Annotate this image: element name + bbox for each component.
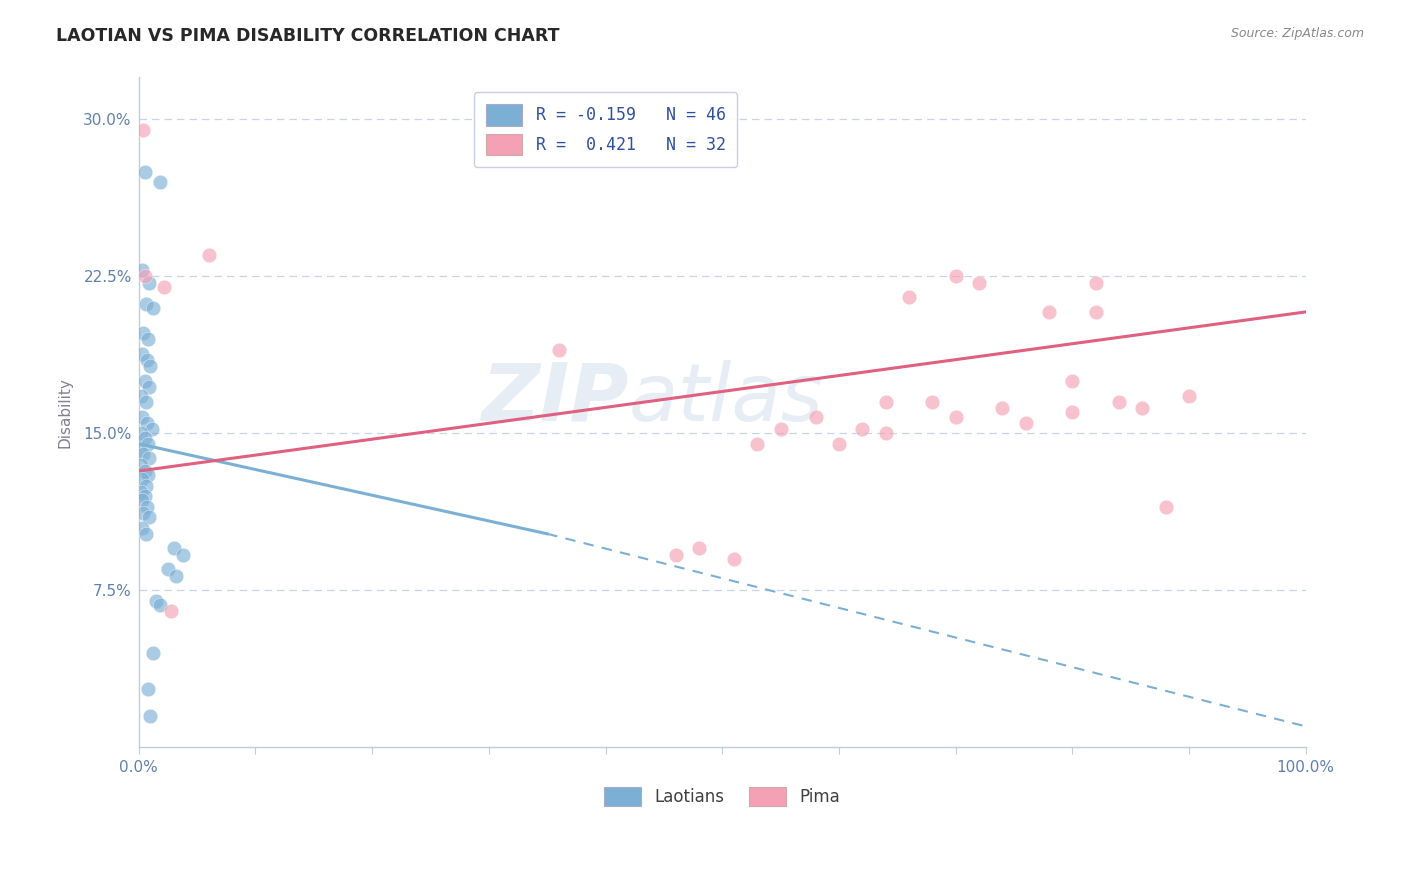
Point [149, 598, 172, 612]
Point [136, 681, 159, 696]
Point [138, 451, 160, 466]
Point [138, 276, 160, 290]
Point [132, 326, 155, 340]
Point [1108, 395, 1130, 409]
Point [134, 164, 156, 178]
Point [828, 437, 851, 451]
Point [967, 276, 990, 290]
Point [172, 548, 194, 562]
Point [1062, 374, 1084, 388]
Point [132, 506, 155, 520]
Point [131, 347, 153, 361]
Point [134, 489, 156, 503]
Y-axis label: Disability: Disability [58, 377, 72, 448]
Point [132, 447, 155, 461]
Point [688, 541, 710, 556]
Point [134, 374, 156, 388]
Point [131, 472, 153, 486]
Point [945, 269, 967, 284]
Point [129, 389, 152, 403]
Point [129, 485, 152, 500]
Point [945, 409, 967, 424]
Point [1084, 305, 1107, 319]
Point [197, 248, 219, 262]
Point [1014, 416, 1036, 430]
Point [851, 422, 873, 436]
Point [135, 353, 157, 368]
Point [897, 290, 920, 304]
Point [131, 520, 153, 534]
Point [664, 548, 686, 562]
Point [135, 395, 157, 409]
Point [747, 437, 769, 451]
Point [991, 401, 1014, 416]
Point [141, 422, 163, 436]
Point [129, 443, 152, 458]
Point [1132, 401, 1154, 416]
Point [135, 478, 157, 492]
Point [129, 426, 152, 441]
Point [135, 526, 157, 541]
Point [131, 263, 153, 277]
Point [1154, 500, 1177, 514]
Point [153, 280, 176, 294]
Point [138, 510, 160, 524]
Point [145, 594, 167, 608]
Point [163, 541, 186, 556]
Point [1178, 389, 1201, 403]
Point [131, 409, 153, 424]
Point [547, 343, 569, 357]
Point [135, 416, 157, 430]
Point [1038, 305, 1060, 319]
Point [138, 380, 160, 394]
Legend: Laotians, Pima: Laotians, Pima [598, 780, 846, 813]
Point [139, 359, 162, 374]
Point [139, 709, 162, 723]
Point [875, 426, 897, 441]
Point [134, 269, 156, 284]
Point [129, 458, 152, 472]
Point [132, 122, 155, 136]
Point [723, 552, 745, 566]
Point [165, 568, 187, 582]
Point [875, 395, 897, 409]
Text: atlas: atlas [628, 360, 824, 438]
Point [136, 437, 159, 451]
Text: Source: ZipAtlas.com: Source: ZipAtlas.com [1230, 27, 1364, 40]
Point [134, 464, 156, 478]
Point [149, 175, 172, 189]
Point [142, 646, 165, 660]
Point [135, 500, 157, 514]
Text: ZIP: ZIP [481, 360, 628, 438]
Point [131, 493, 153, 508]
Point [804, 409, 827, 424]
Point [160, 604, 183, 618]
Point [134, 430, 156, 444]
Point [769, 422, 792, 436]
Point [136, 332, 159, 346]
Point [921, 395, 943, 409]
Point [1084, 276, 1107, 290]
Point [135, 296, 157, 310]
Text: LAOTIAN VS PIMA DISABILITY CORRELATION CHART: LAOTIAN VS PIMA DISABILITY CORRELATION C… [56, 27, 560, 45]
Point [142, 301, 165, 315]
Point [136, 468, 159, 483]
Point [156, 562, 179, 576]
Point [1062, 405, 1084, 419]
